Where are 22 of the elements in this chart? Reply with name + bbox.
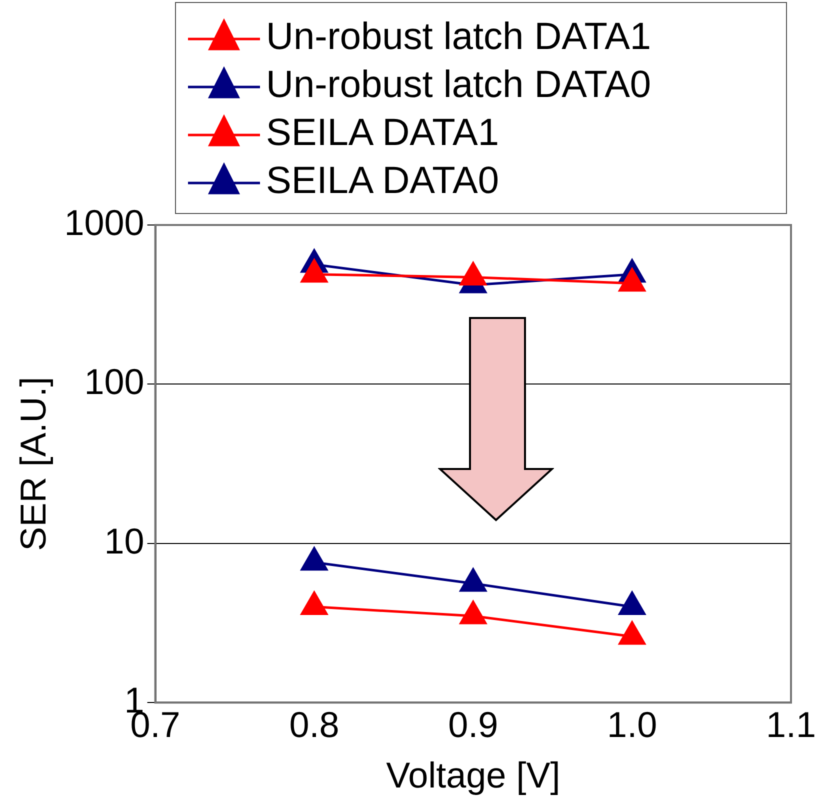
point — [618, 268, 646, 292]
y-tick-label: 1000 — [64, 202, 144, 243]
point — [460, 600, 487, 624]
y-axis-title: SER [A.U.] — [12, 376, 54, 551]
legend-label: SEILA DATA0 — [266, 160, 500, 202]
point — [300, 547, 328, 571]
legend-label: Un-robust latch DATA1 — [266, 16, 652, 58]
point — [618, 592, 646, 615]
point — [460, 568, 487, 592]
legend-label: Un-robust latch DATA0 — [266, 64, 652, 106]
point — [618, 621, 646, 645]
x-tick-label: 0.9 — [448, 704, 498, 746]
x-tick-label: 0.8 — [289, 704, 340, 746]
point — [460, 262, 487, 286]
point — [300, 592, 328, 615]
legend-label: SEILA DATA1 — [266, 112, 500, 154]
y-tick-label: 10 — [104, 520, 144, 562]
point — [300, 259, 328, 283]
x-tick-label: 1.1 — [766, 704, 816, 746]
x-axis-title: Voltage [V] — [386, 754, 560, 796]
x-tick-label: 1.0 — [607, 704, 658, 746]
y-tick-label: 100 — [84, 361, 144, 402]
